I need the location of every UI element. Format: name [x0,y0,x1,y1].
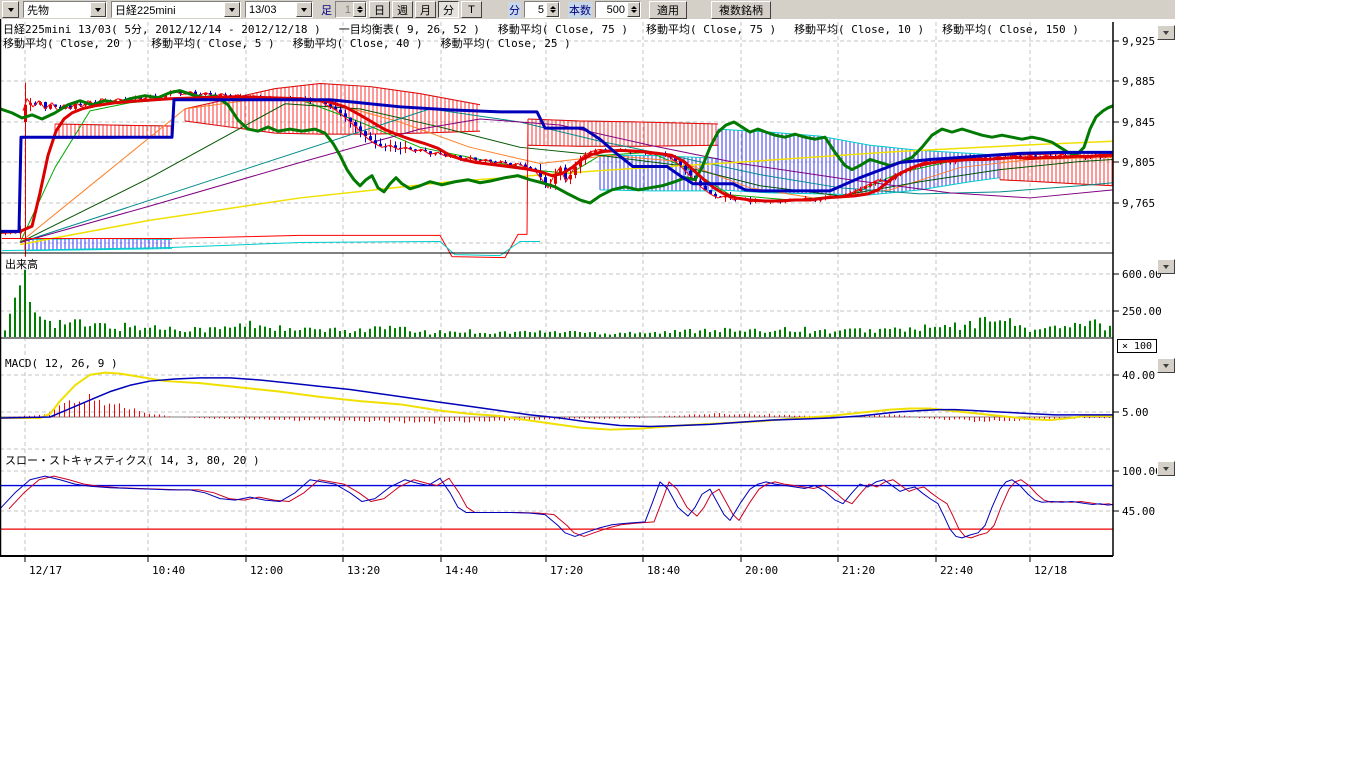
stoch-axis-menu-button[interactable] [1157,461,1175,476]
svg-text:9,805: 9,805 [1122,156,1155,169]
price-axis-menu-button[interactable] [1157,25,1175,40]
indicator-label: 一目均衡表( 9, 26, 52 ) [338,23,480,36]
svg-text:14:40: 14:40 [445,564,478,577]
category-select-value: 先物 [27,4,49,17]
indicator-line-2: 移動平均( Close, 20 ) 移動平均( Close, 5 ) 移動平均( C… [3,35,607,51]
svg-text:21:20: 21:20 [842,564,875,577]
indicator-label: 移動平均( Close, 20 ) [3,37,134,50]
svg-text:17:20: 17:20 [550,564,583,577]
indicator-label: 移動平均( Close, 75 ) [645,23,777,36]
volume-panel-label: 出来高 [5,258,38,271]
macd-multiplier-badge: × 100 [1117,339,1157,353]
period-minute-button[interactable]: 分 [438,1,459,18]
macd-axis-menu-button[interactable] [1157,358,1175,373]
bar-count-value: 1 [344,3,351,16]
period-week-button[interactable]: 週 [392,1,413,18]
svg-text:13:20: 13:20 [347,564,380,577]
svg-text:18:40: 18:40 [647,564,680,577]
svg-text:12/17: 12/17 [29,564,62,577]
chart-title-line: 日経225mini 13/03( 5分, 2012/12/14 - 2012/1… [3,21,1115,37]
window-menu-button[interactable] [2,1,19,18]
chevron-down-icon [1163,466,1169,471]
apply-button[interactable]: 適用 [649,0,687,19]
chart-title: 日経225mini 13/03( 5分, 2012/12/14 - 2012/1… [3,23,321,36]
bar-quantity-label: 本数 [568,1,592,18]
volume-axis-menu-button[interactable] [1157,259,1175,274]
bar-type-label: 足 [321,4,332,17]
bar-quantity-stepper[interactable]: 500 [595,1,641,18]
svg-text:10:40: 10:40 [152,564,185,577]
svg-text:45.00: 45.00 [1122,505,1155,518]
chart-window: 9,925 9,885 9,845 9,805 9,765 600.00 250.00 40.… [0,19,1175,585]
svg-text:9,925: 9,925 [1122,35,1155,48]
svg-text:5.00: 5.00 [1122,406,1149,419]
spinner-arrows-icon[interactable] [546,2,559,17]
svg-text:22:40: 22:40 [940,564,973,577]
minute-interval-value: 5 [537,3,544,16]
svg-text:250.00: 250.00 [1122,305,1162,318]
bar-quantity-value: 500 [606,3,625,16]
indicator-label: 移動平均( Close, 25 ) [440,37,571,50]
indicator-label: 移動平均( Close, 150 ) [942,23,1079,36]
main-toolbar: 先物 日経225mini 13/03 足 1 日 週 月 分 T 分 5 本数 … [0,0,1175,19]
indicator-label: 移動平均( Close, 10 ) [794,23,925,36]
contract-month-select[interactable]: 13/03 [245,1,313,18]
spinner-arrows-icon[interactable] [627,2,640,17]
svg-text:600.00: 600.00 [1122,268,1162,281]
svg-text:9,845: 9,845 [1122,116,1155,129]
indicator-label: 移動平均( Close, 40 ) [292,37,423,50]
stochastics-panel-label: スロー・ストキャスティクス( 14, 3, 80, 20 ) [5,454,260,467]
indicator-label: 移動平均( Close, 75 ) [497,23,628,36]
svg-text:9,885: 9,885 [1122,75,1155,88]
svg-text:12:00: 12:00 [250,564,283,577]
svg-text:9,765: 9,765 [1122,197,1155,210]
symbol-select-value: 日経225mini [115,4,176,17]
contract-month-value: 13/03 [249,3,277,16]
minute-interval-stepper[interactable]: 5 [524,1,560,18]
period-month-button[interactable]: 月 [415,1,436,18]
chevron-down-icon[interactable] [90,2,106,17]
svg-text:12/18: 12/18 [1034,564,1067,577]
multi-symbol-button[interactable]: 複数銘柄 [711,0,771,19]
indicator-label: 移動平均( Close, 5 ) [151,37,275,50]
spinner-arrows-icon[interactable] [353,2,366,17]
period-tick-button[interactable]: T [461,1,482,18]
minute-label: 分 [508,1,521,18]
chevron-down-icon [1163,363,1169,368]
chart-canvas[interactable]: 9,925 9,885 9,845 9,805 9,765 600.00 250.00 40.… [0,19,1175,585]
symbol-select[interactable]: 日経225mini [111,1,241,18]
svg-text:100.00: 100.00 [1122,465,1162,478]
macd-panel-label: MACD( 12, 26, 9 ) [5,357,118,370]
chevron-down-icon [1163,30,1169,35]
chevron-down-icon[interactable] [224,2,240,17]
chevron-down-icon [7,7,14,12]
bar-count-stepper[interactable]: 1 [335,1,367,18]
period-day-button[interactable]: 日 [369,1,390,18]
chevron-down-icon [1163,264,1169,269]
svg-text:40.00: 40.00 [1122,369,1155,382]
chevron-down-icon[interactable] [296,2,312,17]
svg-text:20:00: 20:00 [745,564,778,577]
category-select[interactable]: 先物 [23,1,107,18]
